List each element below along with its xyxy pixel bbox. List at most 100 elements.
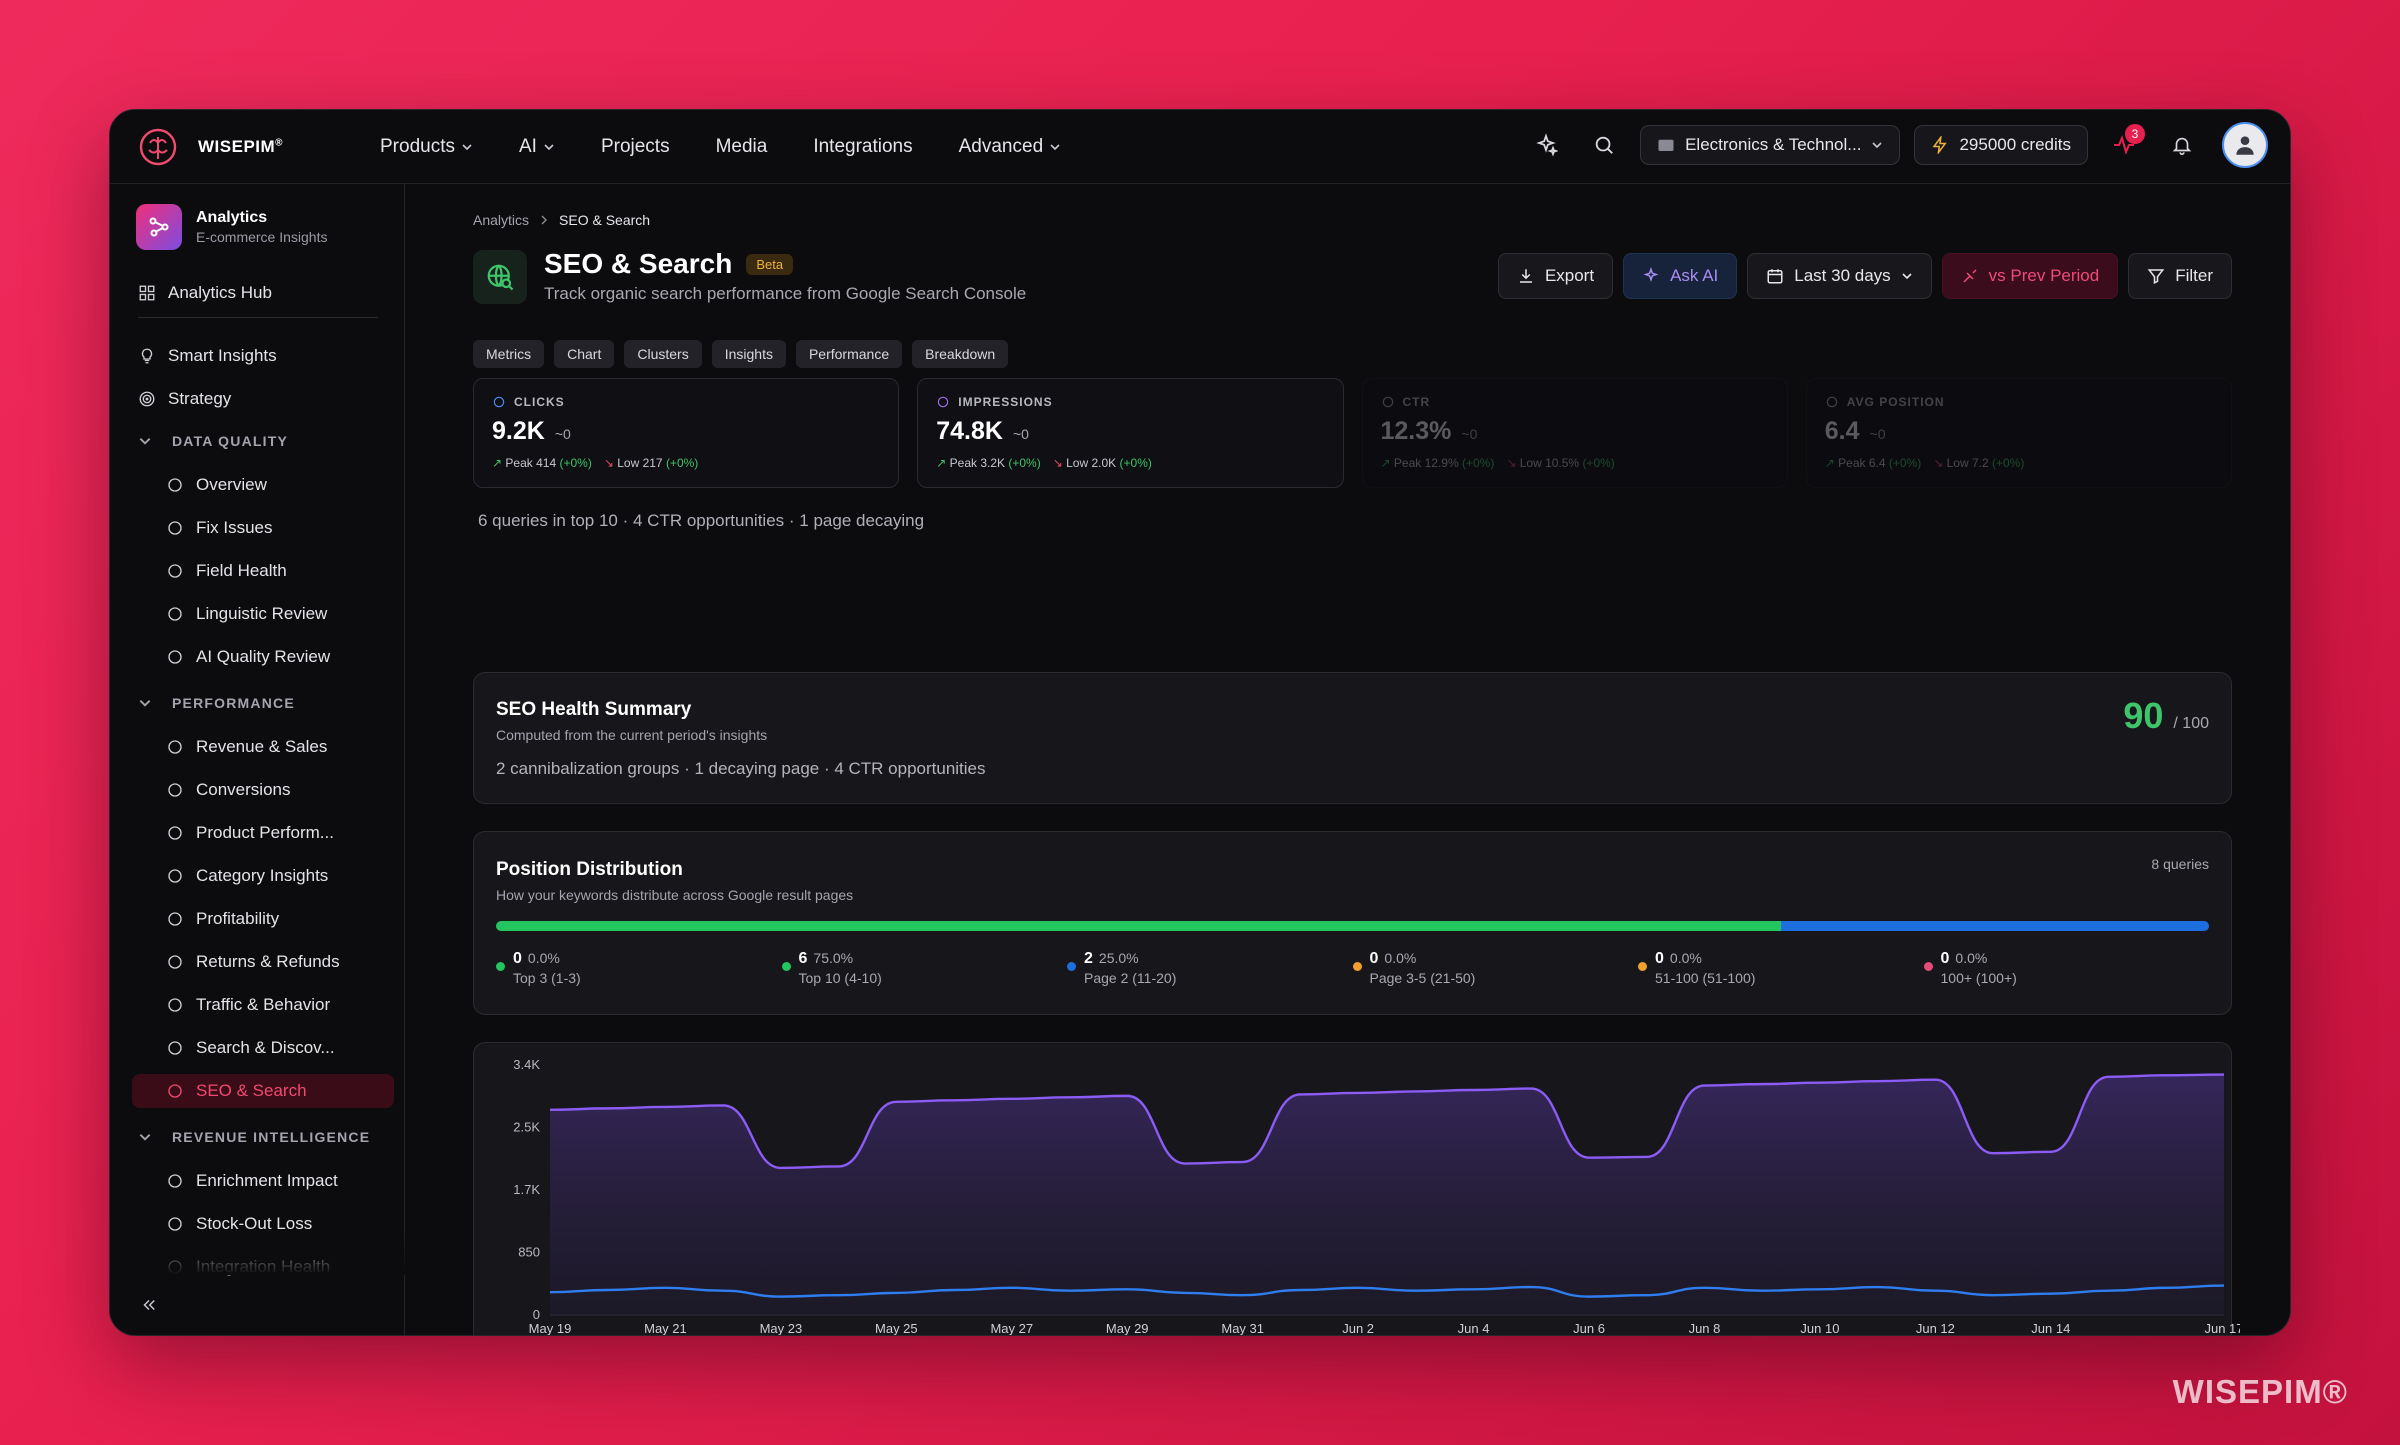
avg-position-icon [1826,396,1837,408]
nav-projects[interactable]: Projects [601,136,670,158]
ctr-icon [1382,396,1393,408]
collapse-sidebar-button[interactable] [140,1288,180,1322]
nav-label: Integrations [813,135,913,157]
activity-button[interactable]: 3 [2102,123,2146,167]
chip-breakdown[interactable]: Breakdown [912,340,1009,368]
workspace-select-value: Electronics & Technol... [1685,135,1862,154]
trend-down-icon: ↘ [1506,456,1517,470]
sidebar-section-data-quality[interactable]: DATA QUALITY [138,433,288,449]
bucket-dot [496,962,505,971]
top-bar: WISEPIM® Products AI Projects Media Integrat… [110,110,2290,184]
sidebar-item-strategy[interactable]: Strategy [138,382,388,416]
nav-ai[interactable]: AI [519,136,555,158]
trend-down-icon: ↘ [1933,456,1944,470]
bucket-dot [781,962,791,971]
chip-performance[interactable]: Performance [795,340,903,368]
sidebar-item-product-perform[interactable]: Product Perform... [166,816,392,850]
workspace-switcher[interactable]: Analytics E-commerce Insights [136,204,404,250]
sidebar-item-label: Analytics Hub [168,283,272,302]
kpi-card-avg-position[interactable]: AVG POSITION 6.4 ~0 ↗ Peak 6.4 (+0%) ↘ Low 7… [1805,378,2232,488]
filter-button[interactable]: Filter [2128,253,2232,299]
sidebar-item-revenue-sales[interactable]: Revenue & Sales [166,730,392,764]
chevron-down-icon [1050,143,1060,150]
chip-metrics[interactable]: Metrics [473,340,545,368]
bucket-label: Page 2 (11-20) [1084,970,1177,986]
search-button[interactable] [1582,123,1626,167]
chevrons-left-icon [143,1299,155,1311]
returns-refunds-icon [168,955,182,969]
filter-icon [2147,269,2165,284]
credits-button[interactable]: 295000 credits [1914,125,2088,165]
sidebar-item-search-discov[interactable]: Search & Discov... [166,1031,392,1065]
nav-integrations[interactable]: Integrations [813,136,912,158]
sidebar-item-overview[interactable]: Overview [166,468,392,502]
breadcrumb-analytics[interactable]: Analytics [473,212,530,228]
search-icon [1595,136,1613,154]
nav-advanced[interactable]: Advanced [959,136,1062,158]
distribution-bar [496,921,2209,931]
sidebar-item-field-health[interactable]: Field Health [166,554,392,588]
kpi-card-ctr[interactable]: CTR 12.3% ~0 ↗ Peak 12.9% (+0%) ↘ Low 10.5% … [1361,378,1788,488]
section-chips: Metrics Chart Clusters Insights Performance B… [473,340,1009,368]
y-tick-label: 850 [518,1245,540,1260]
brand-logo[interactable]: WISEPIM® [138,127,348,167]
kpi-value: 6.4 ~0 [1824,417,1886,445]
bucket-percent: 0.0% [1669,950,1702,966]
compare-icon [1963,269,1977,283]
kpi-card-clicks[interactable]: CLICKS 9.2K ~0 ↗ Peak 414 (+0%) ↘ Low 217 (+… [473,378,900,488]
export-button[interactable]: Export [1497,253,1614,299]
sidebar-item-profitability[interactable]: Profitability [166,902,392,936]
chip-insights[interactable]: Insights [711,340,786,368]
sidebar-item-seo-search[interactable]: SEO & Search [132,1074,394,1108]
chip-clusters[interactable]: Clusters [624,340,702,368]
sidebar-item-traffic-behavior[interactable]: Traffic & Behavior [166,988,392,1022]
folder-icon [1658,139,1674,151]
bucket-top-10-4-10: 6 75.0% Top 10 (4-10) [781,950,1068,986]
bucket-51-100-51-100: 0 0.0% 51-100 (51-100) [1638,950,1924,986]
search-discov-icon [168,1041,182,1055]
date-range-select[interactable]: Last 30 days [1747,253,1932,299]
bucket-count: 0 [1940,950,1950,967]
analytics-hub-icon [139,285,155,301]
nav-media[interactable]: Media [716,136,768,158]
distribution-title: Position Distribution [496,859,683,880]
sidebar-section-revenue-intelligence[interactable]: REVENUE INTELLIGENCE [138,1129,370,1145]
bucket-label: Top 10 (4-10) [798,970,882,986]
sidebar-section-performance[interactable]: PERFORMANCE [138,695,295,711]
chevron-down-icon [1902,273,1912,280]
x-tick-label: May 31 [1221,1321,1264,1336]
kpi-card-impressions[interactable]: IMPRESSIONS 74.8K ~0 ↗ Peak 3.2K (+0%) ↘ Low… [917,378,1344,488]
ask-ai-button[interactable]: Ask AI [1623,253,1738,299]
ai-sparkle-button[interactable] [1524,123,1568,167]
bucket-percent: 0.0% [527,950,560,966]
sidebar-item-category-insights[interactable]: Category Insights [166,859,392,893]
impressions-series-line [549,1073,2225,1170]
health-meta: 2 cannibalization groups · 1 decaying pa… [496,759,986,778]
page-actions: Export Ask AI Last 30 days vs Prev Perio… [1497,253,2232,299]
distribution-segment [496,921,1781,931]
kpi-value: 9.2K ~0 [492,417,571,445]
bucket-count: 0 [1655,950,1664,967]
chevron-down-icon [462,143,472,150]
x-tick-label: Jun 8 [1689,1321,1721,1336]
compare-period-button[interactable]: vs Prev Period [1941,253,2119,299]
sidebar-item-smart-insights[interactable]: Smart Insights [138,339,388,373]
sidebar-item-linguistic-review[interactable]: Linguistic Review [166,597,392,631]
user-avatar[interactable] [2222,122,2268,168]
sidebar-item-conversions[interactable]: Conversions [166,773,392,807]
sidebar-item-stock-out-loss[interactable]: Stock-Out Loss [166,1207,392,1241]
workspace-select[interactable]: Electronics & Technol... [1640,125,1901,165]
kpi-peak: ↗ Peak 6.4 (+0%) [1824,456,1922,470]
kpi-peak: ↗ Peak 3.2K (+0%) [936,456,1041,470]
bucket-label: 51-100 (51-100) [1655,970,1756,986]
chevron-down-icon [139,700,151,707]
sidebar-item-enrichment-impact[interactable]: Enrichment Impact [166,1164,392,1198]
sidebar-item-fix-issues[interactable]: Fix Issues [166,511,392,545]
chip-chart[interactable]: Chart [554,340,615,368]
notifications-button[interactable] [2160,123,2204,167]
sidebar-item-returns-refunds[interactable]: Returns & Refunds [166,945,392,979]
nav-products[interactable]: Products [380,136,473,158]
sidebar-item-analytics-hub[interactable]: Analytics Hub [138,276,388,310]
bucket-label: Page 3-5 (21-50) [1369,970,1476,986]
sidebar-item-ai-quality-review[interactable]: AI Quality Review [166,640,392,674]
